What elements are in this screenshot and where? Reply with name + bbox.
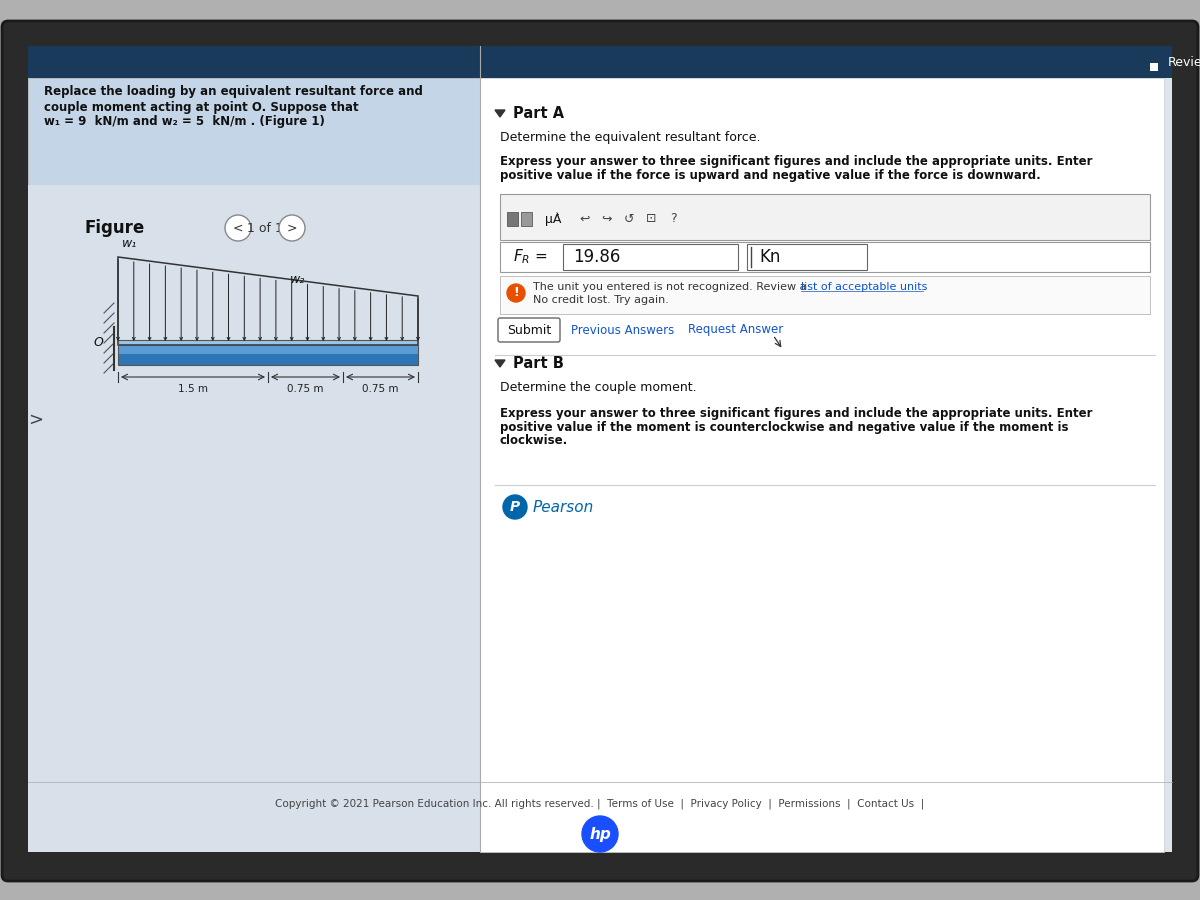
Text: Copyright © 2021 Pearson Education Inc. All rights reserved. |  Terms of Use  | : Copyright © 2021 Pearson Education Inc. … (275, 799, 925, 809)
Bar (28, 46, 1172, 78)
Text: w₁ = 9  kN/m and w₂ = 5  kN/m . (Figure 1): w₁ = 9 kN/m and w₂ = 5 kN/m . (Figure 1) (44, 115, 325, 129)
Bar (28, 46, 1172, 852)
Text: 1.5 m: 1.5 m (178, 384, 208, 394)
Circle shape (226, 215, 251, 241)
Text: .: . (923, 282, 926, 292)
Bar (500, 194, 1150, 240)
Text: Determine the couple moment.: Determine the couple moment. (500, 382, 697, 394)
Circle shape (278, 215, 305, 241)
Text: >: > (287, 221, 298, 235)
Text: ↩: ↩ (580, 212, 590, 226)
Circle shape (503, 495, 527, 519)
Text: Request Answer: Request Answer (688, 323, 784, 337)
Text: Express your answer to three significant figures and include the appropriate uni: Express your answer to three significant… (500, 155, 1092, 167)
Text: clockwise.: clockwise. (500, 435, 569, 447)
Bar (500, 242, 1150, 272)
Text: hp: hp (589, 826, 611, 842)
Bar (118, 340, 418, 365)
Text: $F_R$ =: $F_R$ = (514, 248, 547, 266)
Polygon shape (496, 360, 505, 367)
Text: Review: Review (1168, 57, 1200, 69)
Text: !: ! (514, 286, 518, 300)
Bar (118, 354, 418, 365)
Text: couple moment acting at point O. Suppose that: couple moment acting at point O. Suppose… (44, 101, 359, 113)
Bar (746, 244, 866, 270)
FancyBboxPatch shape (498, 318, 560, 342)
Text: 19.86: 19.86 (574, 248, 620, 266)
Bar (28, 78, 480, 185)
Text: Express your answer to three significant figures and include the appropriate uni: Express your answer to three significant… (500, 407, 1092, 419)
Text: μÀ: μÀ (545, 212, 562, 226)
Circle shape (582, 816, 618, 852)
Text: ⊡: ⊡ (646, 212, 656, 226)
Text: <: < (233, 221, 244, 235)
Text: Part B: Part B (514, 356, 564, 371)
Text: ?: ? (670, 212, 677, 226)
Text: The unit you entered is not recognized. Review a: The unit you entered is not recognized. … (533, 282, 810, 292)
Text: Previous Answers: Previous Answers (571, 323, 674, 337)
FancyBboxPatch shape (2, 21, 1198, 881)
Bar (1150, 63, 1158, 71)
Text: No credit lost. Try again.: No credit lost. Try again. (533, 295, 668, 305)
Text: w₂: w₂ (290, 273, 305, 286)
Text: ↺: ↺ (624, 212, 635, 226)
Text: positive value if the moment is counterclockwise and negative value if the momen: positive value if the moment is counterc… (500, 420, 1068, 434)
Text: Figure: Figure (85, 219, 145, 237)
Text: >: > (29, 411, 43, 429)
Text: P: P (510, 500, 520, 514)
Bar (563, 244, 738, 270)
Bar (500, 276, 1150, 314)
Text: Replace the loading by an equivalent resultant force and: Replace the loading by an equivalent res… (44, 86, 422, 98)
Text: list of acceptable units: list of acceptable units (802, 282, 928, 292)
Text: Submit: Submit (506, 323, 551, 337)
Text: 0.75 m: 0.75 m (287, 384, 324, 394)
Bar (118, 345, 418, 354)
Polygon shape (496, 110, 505, 117)
Text: O: O (94, 337, 103, 349)
Bar (521, 212, 532, 226)
Bar (508, 212, 518, 226)
Text: w₁: w₁ (122, 237, 137, 250)
Text: Determine the equivalent resultant force.: Determine the equivalent resultant force… (500, 130, 761, 143)
Text: Pearson: Pearson (533, 500, 594, 515)
Bar (480, 78, 1164, 852)
Circle shape (508, 284, 526, 302)
Bar (28, 185, 480, 852)
Text: Kn: Kn (760, 248, 780, 266)
Text: 1 of 1: 1 of 1 (247, 221, 283, 235)
Text: ↪: ↪ (601, 212, 612, 226)
Text: 0.75 m: 0.75 m (362, 384, 398, 394)
Text: Part A: Part A (514, 105, 564, 121)
Bar (118, 340, 418, 345)
Text: positive value if the force is upward and negative value if the force is downwar: positive value if the force is upward an… (500, 169, 1040, 183)
